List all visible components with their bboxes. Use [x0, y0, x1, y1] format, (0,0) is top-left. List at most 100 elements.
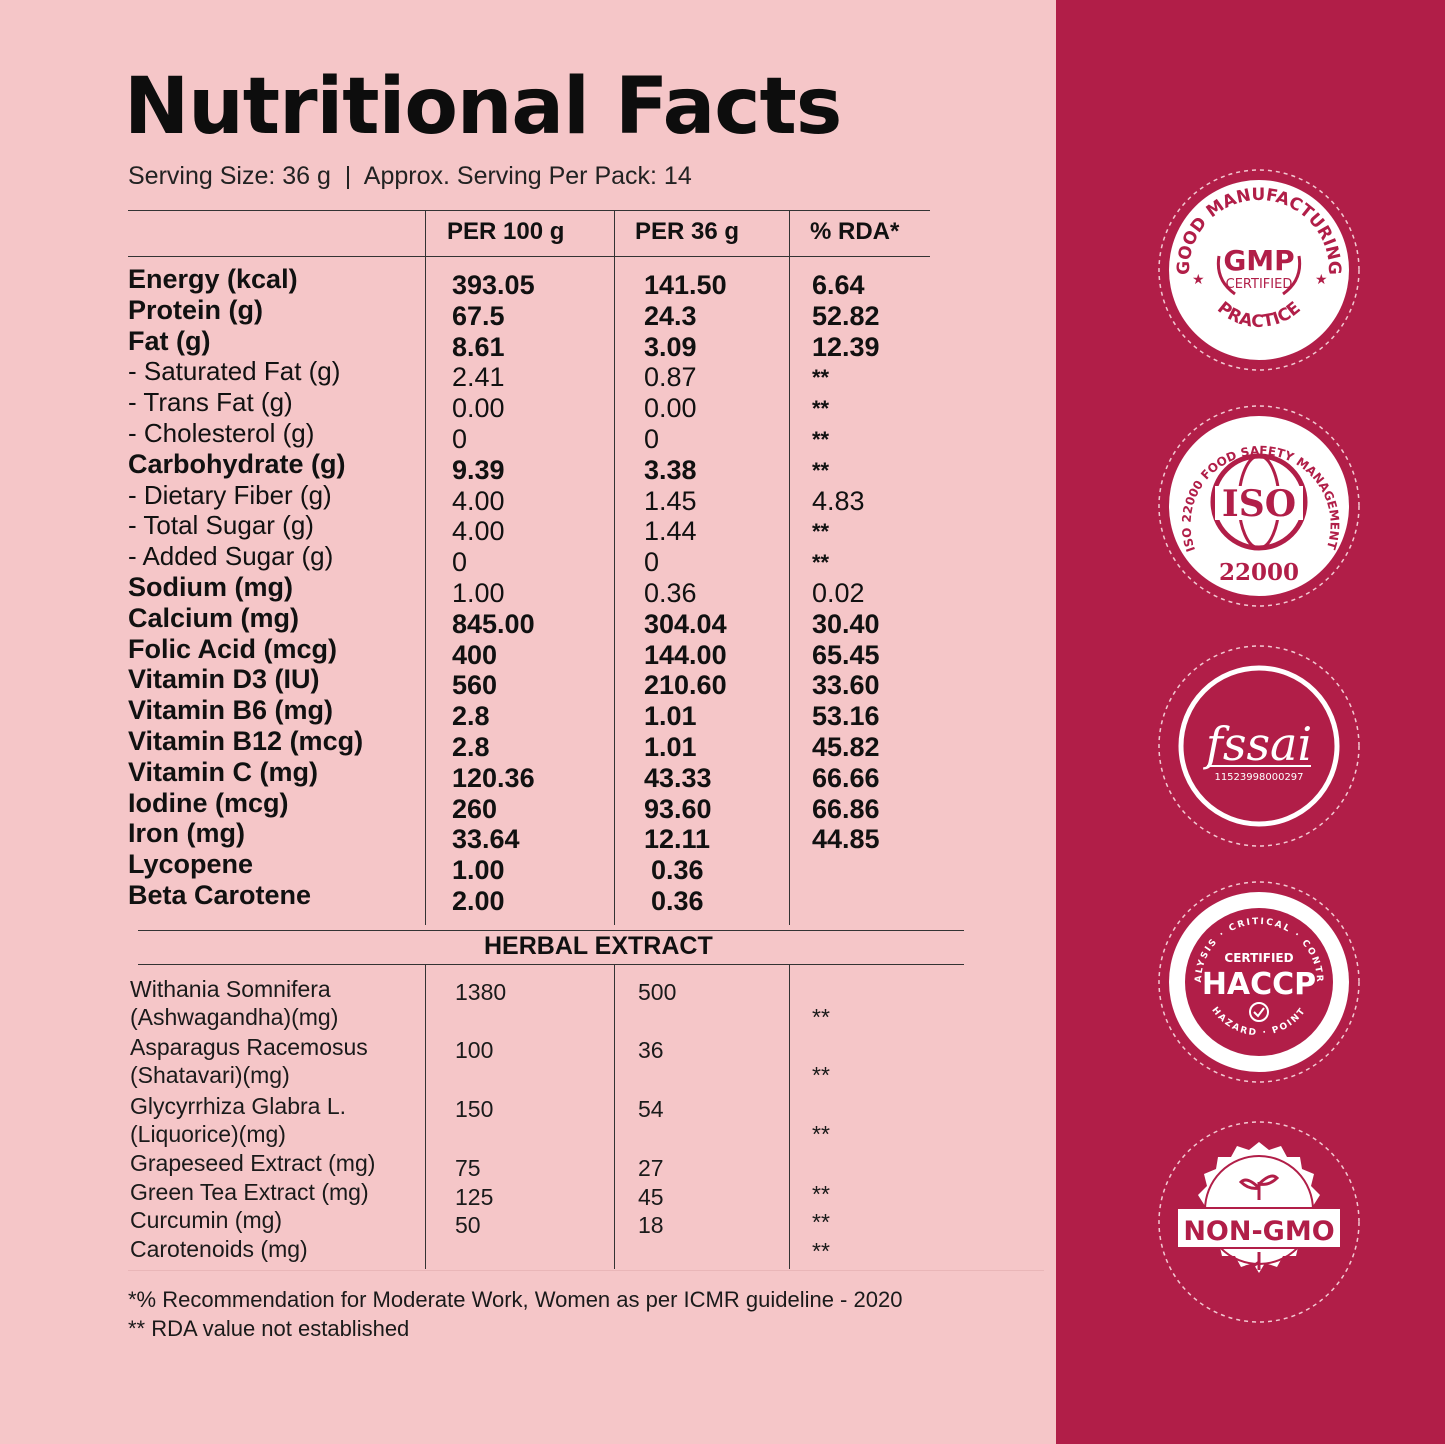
star-icon: ★: [1315, 272, 1328, 288]
sprout-icon: [1238, 1174, 1280, 1200]
value-rda: 12.39: [812, 331, 880, 362]
value-per100: 4.00: [452, 485, 505, 516]
nutrient-name: Iron (mg): [128, 818, 245, 849]
nutrient-row: Vitamin C (mg) 120.36 43.33 66.66: [0, 757, 1000, 794]
value-rda: 33.60: [812, 670, 880, 701]
nutrient-row: Vitamin B6 (mg) 2.8 1.01 53.16: [0, 695, 1000, 732]
value-per36: 0.36: [644, 578, 697, 608]
herbal-name-sub: (Ashwagandha)(mg): [130, 1004, 339, 1030]
haccp-badge: ANALYSIS · CRITICAL · CONTROL HAZARD · P…: [1157, 880, 1361, 1084]
laurel-icon: [1216, 255, 1302, 296]
value-per36: 0.36: [651, 886, 704, 916]
value-rda: 65.45: [812, 639, 880, 670]
value-rda: 45.82: [812, 732, 880, 762]
iso-main-text: ISO: [1222, 483, 1296, 525]
nutrient-row: - Saturated Fat (g) 2.41 0.87 **: [0, 356, 1000, 393]
nutrient-name: - Total Sugar (g): [128, 510, 314, 541]
herbal-name: Grapeseed Extract (mg): [130, 1150, 376, 1176]
value-per100: 120.36: [452, 762, 535, 793]
value-rda: 4.83: [812, 485, 865, 516]
value-rda: **: [812, 427, 830, 452]
nutrient-name: - Dietary Fiber (g): [128, 479, 332, 510]
value-per36: 1.44: [644, 516, 697, 547]
nutrient-name: Vitamin C (mg): [128, 756, 319, 787]
serving-info: Serving Size: 36 g | Approx. Serving Per…: [128, 162, 692, 190]
value-per100: 0: [452, 547, 468, 578]
value-rda: **: [812, 519, 830, 545]
haccp-sub-text: CERTIFIED: [1224, 951, 1293, 965]
nutrient-row: Carbohydrate (g) 9.39 3.38 **: [0, 449, 1000, 486]
value-per36: 144.00: [644, 639, 727, 670]
nutrient-row: Beta Carotene 2.00 0.36: [0, 880, 1000, 917]
value-per100: 0: [452, 424, 468, 454]
value-per36: 1.45: [644, 485, 697, 516]
footnote-divider: [128, 1270, 1044, 1271]
nutrient-row: Fat (g) 8.61 3.09 12.39: [0, 326, 1000, 363]
herbal-rda: **: [812, 1121, 830, 1147]
nutrient-name: - Cholesterol (g): [128, 418, 315, 448]
fssai-badge: fssai 11523998000297: [1157, 644, 1361, 848]
herbal-name: Curcumin (mg): [130, 1207, 283, 1233]
herbal-per36: 500: [638, 979, 677, 1005]
value-per36: 1.01: [644, 732, 697, 762]
value-per100: 2.8: [452, 732, 490, 762]
herbal-per36: 18: [638, 1212, 664, 1238]
herbal-heading-border: [138, 964, 964, 965]
value-per36: 0: [644, 424, 660, 454]
column-divider: [789, 210, 790, 925]
nutrient-row: Sodium (mg) 1.00 0.36 0.02: [0, 572, 1000, 609]
value-per100: 0.00: [452, 393, 505, 424]
table-top-border: [128, 210, 930, 211]
iso-badge: ISO 22000 FOOD SAFETY MANAGEMENT ISO 220…: [1157, 404, 1361, 608]
value-rda: 66.66: [812, 762, 880, 793]
nutrient-name: Protein (g): [128, 294, 263, 325]
column-header-rda: % RDA*: [810, 218, 900, 245]
value-per100: 1.00: [452, 855, 505, 886]
herbal-per100: 125: [455, 1184, 494, 1210]
value-per100: 845.00: [452, 608, 535, 639]
value-per100: 1.00: [452, 578, 505, 608]
nutrient-name: Folic Acid (mcg): [128, 633, 338, 664]
nutrient-row: Folic Acid (mcg) 400 144.00 65.45: [0, 634, 1000, 671]
value-rda: **: [812, 457, 830, 483]
haccp-main-text: HACCP: [1202, 967, 1316, 1002]
value-per36: 43.33: [644, 762, 712, 793]
footnote-not-established: ** RDA value not established: [128, 1316, 410, 1341]
value-per36: 1.01: [644, 701, 697, 732]
value-rda: 44.85: [812, 824, 880, 855]
nutrient-row: Iodine (mcg) 260 93.60 66.86: [0, 788, 1000, 825]
column-header-per36: PER 36 g: [635, 218, 740, 245]
herbal-name: Asparagus Racemosus: [130, 1034, 368, 1060]
value-rda: **: [812, 365, 830, 391]
herbal-name-sub: (Liquorice)(mg): [130, 1121, 286, 1147]
herbal-name: Glycyrrhiza Glabra L.: [130, 1093, 347, 1119]
check-icon: [1249, 1002, 1269, 1022]
herbal-per100: 50: [455, 1212, 481, 1238]
value-per36: 3.38: [644, 454, 697, 485]
value-per100: 2.41: [452, 362, 505, 393]
herbal-per36: 36: [638, 1037, 664, 1063]
herbal-name: Carotenoids (mg): [130, 1236, 308, 1262]
herbal-rda: **: [812, 1004, 830, 1030]
value-per100: 67.5: [452, 300, 505, 331]
herbal-per100: 100: [455, 1037, 494, 1063]
nutrient-name: Calcium (mg): [128, 602, 300, 633]
column-divider: [425, 964, 426, 1269]
value-rda: 53.16: [812, 701, 880, 732]
page-title: Nutritional Facts: [124, 62, 842, 152]
herbal-per100: 75: [455, 1155, 481, 1181]
nutrient-name: - Trans Fat (g): [128, 387, 293, 418]
column-divider: [614, 210, 615, 925]
nutrient-row: - Total Sugar (g) 4.00 1.44 **: [0, 510, 1000, 547]
value-per36: 0.36: [651, 855, 704, 886]
value-rda: **: [812, 550, 830, 576]
nutrient-name: Carbohydrate (g): [128, 448, 346, 479]
herbal-per36: 45: [638, 1184, 664, 1210]
column-divider: [425, 210, 426, 925]
herbal-per36: 54: [638, 1096, 664, 1122]
value-per100: 260: [452, 793, 498, 824]
value-rda: 66.86: [812, 793, 880, 824]
value-per36: 24.3: [644, 300, 697, 331]
nutrient-name: Beta Carotene: [128, 880, 312, 910]
